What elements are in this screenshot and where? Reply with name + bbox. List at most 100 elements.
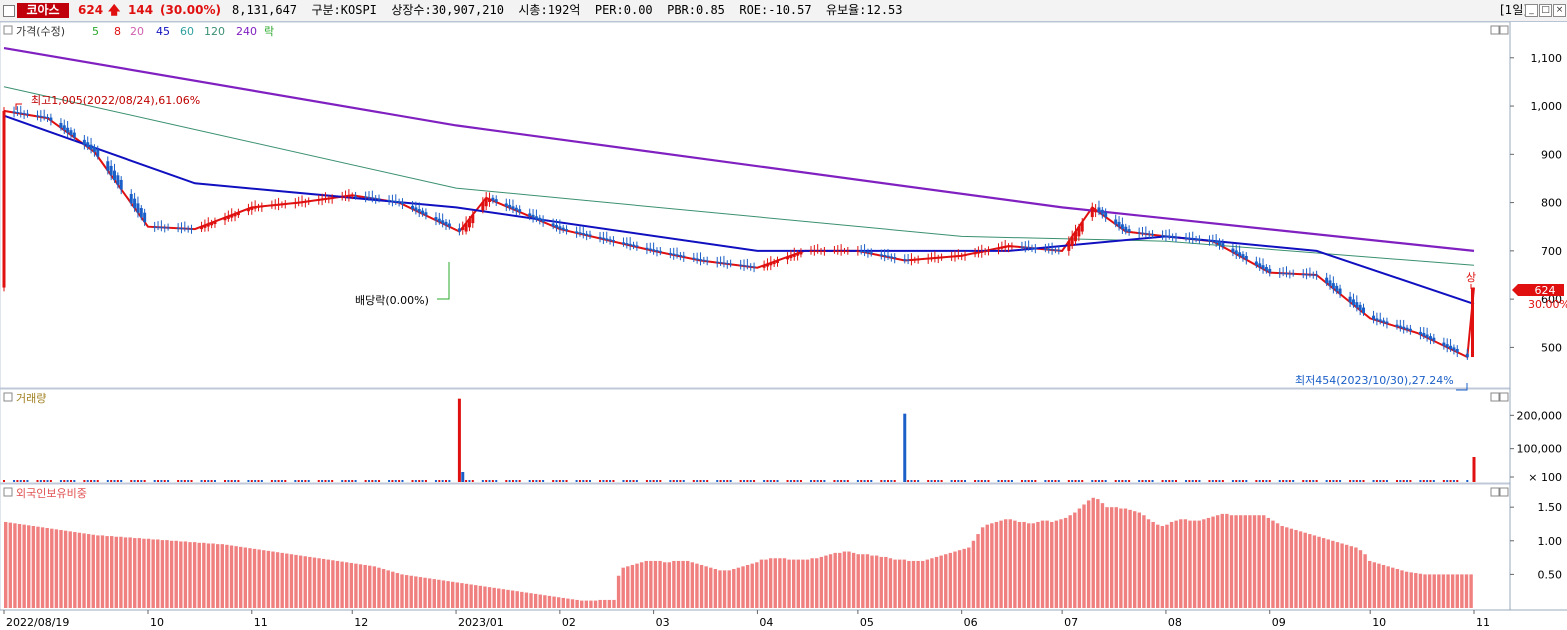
foreign-bar — [727, 570, 731, 608]
candle-body — [980, 251, 984, 253]
foreign-bar — [750, 563, 754, 608]
volume-bar — [776, 480, 779, 482]
foreign-bar — [787, 559, 791, 608]
foreign-bar — [248, 548, 252, 608]
volume-bar — [1195, 480, 1198, 482]
price-y-tick-label: 600 — [1541, 293, 1562, 306]
stock-info: 8,131,647 구분:KOSPI 상장수:30,907,210 시총:192… — [232, 3, 903, 17]
legend-ma45: 45 — [156, 25, 170, 38]
volume-bar — [535, 480, 538, 482]
volume-bar — [1359, 480, 1362, 482]
stock-name-badge[interactable]: 코아스 — [17, 3, 69, 18]
foreign-bar — [1045, 520, 1049, 608]
candle-body — [682, 255, 686, 258]
axes-group: 500 600 700 800 900 1,000 1,100 2022/08/19 10 11 1… — [3, 52, 1562, 629]
legend-price-label: 가격(수정) — [16, 25, 65, 38]
foreign-bar — [160, 540, 165, 608]
volume-bar — [960, 480, 963, 482]
volume-bar — [987, 480, 990, 482]
volume-bar — [1124, 480, 1127, 482]
volume-bar — [1221, 480, 1224, 482]
candle-body — [1335, 285, 1339, 292]
price-y-tick-label: 700 — [1541, 245, 1562, 258]
foreign-bar — [644, 560, 648, 608]
candle-body — [1147, 233, 1151, 235]
candle-body — [635, 245, 639, 247]
candle-body — [1120, 224, 1124, 230]
restore-button[interactable]: □ — [1539, 4, 1552, 17]
volume-bar — [927, 480, 930, 482]
period-selector[interactable]: [1일] — [1500, 3, 1529, 17]
volume-bar — [441, 480, 444, 482]
foreign-bar — [298, 555, 303, 608]
foreign-bar — [893, 559, 897, 608]
foreign-bar — [211, 543, 215, 608]
candle-body — [377, 198, 381, 200]
candle-body — [1408, 328, 1412, 331]
volume-bar — [1339, 480, 1342, 482]
volume-bar — [1185, 480, 1188, 482]
price-pane-buttons[interactable] — [1490, 25, 1509, 497]
price-pane[interactable] — [0, 22, 1511, 389]
foreign-bar — [847, 551, 851, 608]
x-tick-label: 10 — [150, 616, 164, 629]
candle-body — [879, 254, 883, 256]
foreign-bar — [782, 558, 787, 608]
candle-body — [1144, 233, 1148, 235]
select-checkbox[interactable] — [3, 5, 15, 17]
candle-body — [444, 221, 448, 226]
volume-bar — [930, 480, 933, 482]
volume-bar — [1148, 480, 1151, 482]
volume-bar — [133, 480, 136, 482]
candle-body — [1325, 277, 1329, 284]
foreign-bar — [275, 552, 280, 608]
foreign-bar — [709, 567, 713, 608]
volume-bar — [1312, 480, 1315, 482]
candle-body — [1151, 233, 1155, 235]
candle-body — [1221, 243, 1225, 247]
foreign-bar — [658, 560, 662, 608]
volume-bar — [1067, 480, 1070, 482]
close-button[interactable]: × — [1553, 4, 1566, 17]
volume-bar — [327, 480, 330, 482]
candle-body — [632, 244, 636, 247]
volume-bar — [843, 480, 846, 482]
foreign-bar — [1008, 519, 1012, 608]
volume-bar — [655, 480, 658, 482]
stock-chart[interactable]: 가격(수정) 5 8 20 45 60 120 240 락 거래량 외국인보유비… — [0, 22, 1567, 630]
candle-body — [156, 226, 160, 228]
volume-bar — [1144, 480, 1147, 482]
candle-body — [1171, 236, 1175, 238]
candle-body — [538, 217, 542, 221]
volume-bar — [143, 480, 146, 482]
volume-bar — [578, 480, 581, 482]
foreign-bar — [1091, 497, 1095, 608]
foreign-bar — [1123, 508, 1128, 608]
volume-bar — [1422, 480, 1425, 482]
last-pct-label: 30.00% — [1528, 298, 1567, 311]
volume-bar — [401, 480, 404, 482]
minimize-button[interactable]: _ — [1525, 4, 1538, 17]
candle-body — [1167, 235, 1171, 237]
foreign-bar — [967, 547, 971, 608]
foreign-bar — [4, 521, 8, 608]
candle-body — [307, 201, 311, 203]
candle-body — [277, 204, 281, 206]
volume-bar — [883, 480, 886, 482]
candle-body — [940, 257, 944, 259]
candle-body — [1124, 226, 1128, 232]
candle-body — [531, 214, 535, 218]
foreign-bar — [1460, 574, 1464, 608]
volume-bar — [157, 480, 160, 482]
volume-pane[interactable] — [0, 388, 1511, 484]
candle-body — [464, 223, 468, 232]
volume-bar — [1285, 480, 1288, 482]
candle-body — [846, 250, 850, 252]
volume-bars-group — [3, 398, 1476, 482]
foreign-bar — [1188, 520, 1192, 608]
volume-bar — [39, 480, 42, 482]
candle-body — [300, 202, 304, 204]
foreign-bar — [598, 599, 602, 608]
candle-body — [82, 139, 86, 145]
foreign-bar — [1298, 531, 1303, 608]
